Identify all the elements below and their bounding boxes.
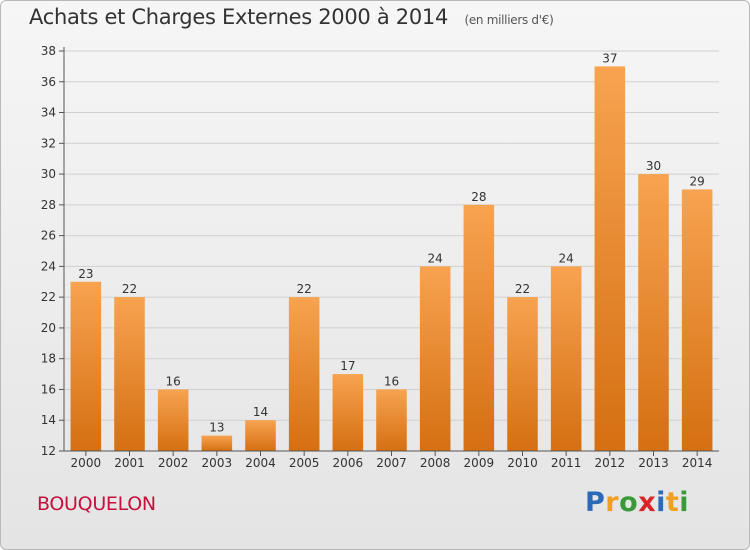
logo-letter: P (585, 487, 606, 518)
x-tick-label: 2006 (333, 456, 364, 470)
data-label: 22 (515, 282, 530, 296)
x-tick-label: 2012 (595, 456, 626, 470)
x-tick-label: 2000 (71, 456, 102, 470)
x-tick-label: 2011 (551, 456, 582, 470)
y-tick-label: 30 (41, 167, 56, 181)
y-tick-label: 20 (41, 321, 56, 335)
chart-title-block: Achats et Charges Externes 2000 à 2014 (… (29, 5, 554, 29)
x-tick-label: 2014 (682, 456, 713, 470)
logo-letter: t (665, 487, 680, 518)
x-tick-label: 2004 (245, 456, 276, 470)
x-tick-label: 2008 (420, 456, 451, 470)
y-tick-label: 32 (41, 136, 56, 150)
chart-subtitle: (en milliers d'€) (464, 13, 554, 27)
data-label: 22 (122, 282, 137, 296)
y-tick-label: 34 (41, 106, 56, 120)
y-tick-label: 28 (41, 198, 56, 212)
x-tick-label: 2013 (638, 456, 669, 470)
data-label: 37 (602, 51, 617, 65)
data-label: 13 (209, 421, 224, 435)
bar (114, 297, 145, 451)
data-label: 22 (297, 282, 312, 296)
data-label: 17 (340, 359, 355, 373)
y-tick-label: 24 (41, 259, 56, 273)
bar (376, 389, 407, 451)
data-label: 28 (471, 190, 486, 204)
data-label: 30 (646, 159, 661, 173)
bar (507, 297, 538, 451)
y-tick-label: 36 (41, 75, 56, 89)
logo-letter: i (656, 487, 666, 518)
logo-letter: x (638, 487, 657, 518)
bar (638, 174, 669, 452)
x-tick-label: 2003 (202, 456, 233, 470)
y-tick-label: 26 (41, 229, 56, 243)
data-label: 29 (690, 174, 705, 188)
data-label: 24 (559, 251, 574, 265)
data-label: 14 (253, 405, 268, 419)
y-tick-label: 14 (41, 413, 56, 427)
data-label: 16 (384, 374, 399, 388)
logo-letter: o (619, 487, 639, 518)
chart-title: Achats et Charges Externes 2000 à 2014 (29, 5, 449, 29)
data-label: 23 (78, 267, 93, 281)
x-tick-label: 2005 (289, 456, 320, 470)
proxiti-logo[interactable]: Proxiti (585, 487, 689, 518)
bar (157, 389, 189, 451)
logo-letter: r (605, 487, 620, 518)
bar (332, 374, 364, 451)
bar (419, 266, 451, 451)
bar (594, 66, 626, 451)
data-label: 16 (166, 374, 181, 388)
bar (550, 266, 582, 451)
x-tick-label: 2002 (158, 456, 189, 470)
bars: 23 22 16 13 14 22 17 16 24 28 22 24 37 30 29 (70, 51, 713, 452)
bar (201, 435, 233, 451)
bar (288, 297, 320, 451)
commune-name: BOUQUELON (37, 493, 156, 515)
axes: 12 14 16 18 20 22 24 26 28 30 32 34 36 38 2000 2001 2002… (41, 44, 719, 470)
bar (463, 204, 495, 451)
bar (70, 281, 102, 451)
logo-letter: i (679, 487, 690, 518)
data-label: 24 (428, 251, 443, 265)
x-tick-label: 2007 (376, 456, 407, 470)
y-tick-label: 12 (41, 444, 56, 458)
x-tick-label: 2010 (507, 456, 538, 470)
x-tick-label: 2009 (464, 456, 495, 470)
x-tick-label: 2001 (114, 456, 145, 470)
y-tick-label: 16 (41, 382, 56, 396)
bar (245, 420, 276, 451)
y-tick-label: 18 (41, 352, 56, 366)
y-tick-label: 22 (41, 290, 56, 304)
y-tick-label: 38 (41, 44, 56, 58)
bar (681, 189, 713, 451)
